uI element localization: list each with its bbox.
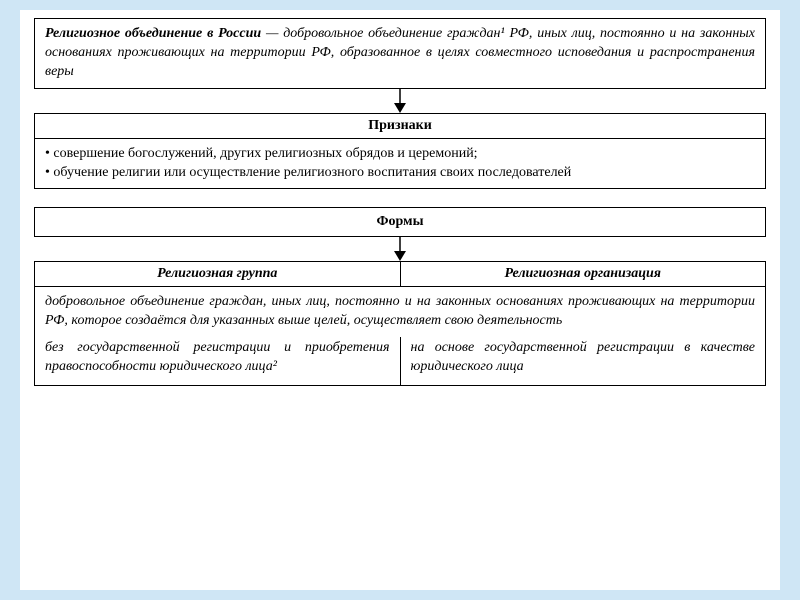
signs-item: • обучение религии или осуществление рел… — [45, 164, 755, 183]
arrow-down-icon — [34, 89, 766, 113]
signs-item: • совершение богослужений, других религи… — [45, 145, 755, 164]
diagram-container: Религиозное объединение в России — добро… — [20, 10, 780, 590]
split-description: без государственной регистрации и приобр… — [35, 337, 765, 385]
forms-title-box: Формы — [34, 207, 766, 237]
column-religious-group: Религиозная группа — [35, 262, 401, 286]
column-title-group: Религиозная группа — [43, 266, 392, 282]
definition-box: Религиозное объединение в России — добро… — [34, 18, 766, 89]
arrow-down-icon — [34, 237, 766, 261]
column-title-org: Религиозная организация — [409, 266, 758, 282]
signs-list: • совершение богослужений, других религи… — [35, 139, 765, 189]
forms-description-box: добровольное объединение граждан, иных л… — [34, 287, 766, 386]
definition-title: Религиозное объединение в России — [45, 26, 261, 41]
column-religious-org: Религиозная организация — [401, 262, 766, 286]
org-description: на основе государственной регистрации в … — [401, 337, 766, 385]
forms-title: Формы — [376, 214, 423, 229]
forms-columns-header: Религиозная группа Религиозная организац… — [34, 261, 766, 287]
signs-title: Признаки — [35, 114, 765, 139]
group-description: без государственной регистрации и приобр… — [35, 337, 401, 385]
shared-description: добровольное объединение граждан, иных л… — [35, 287, 765, 337]
signs-box: Признаки • совершение богослужений, друг… — [34, 113, 766, 190]
